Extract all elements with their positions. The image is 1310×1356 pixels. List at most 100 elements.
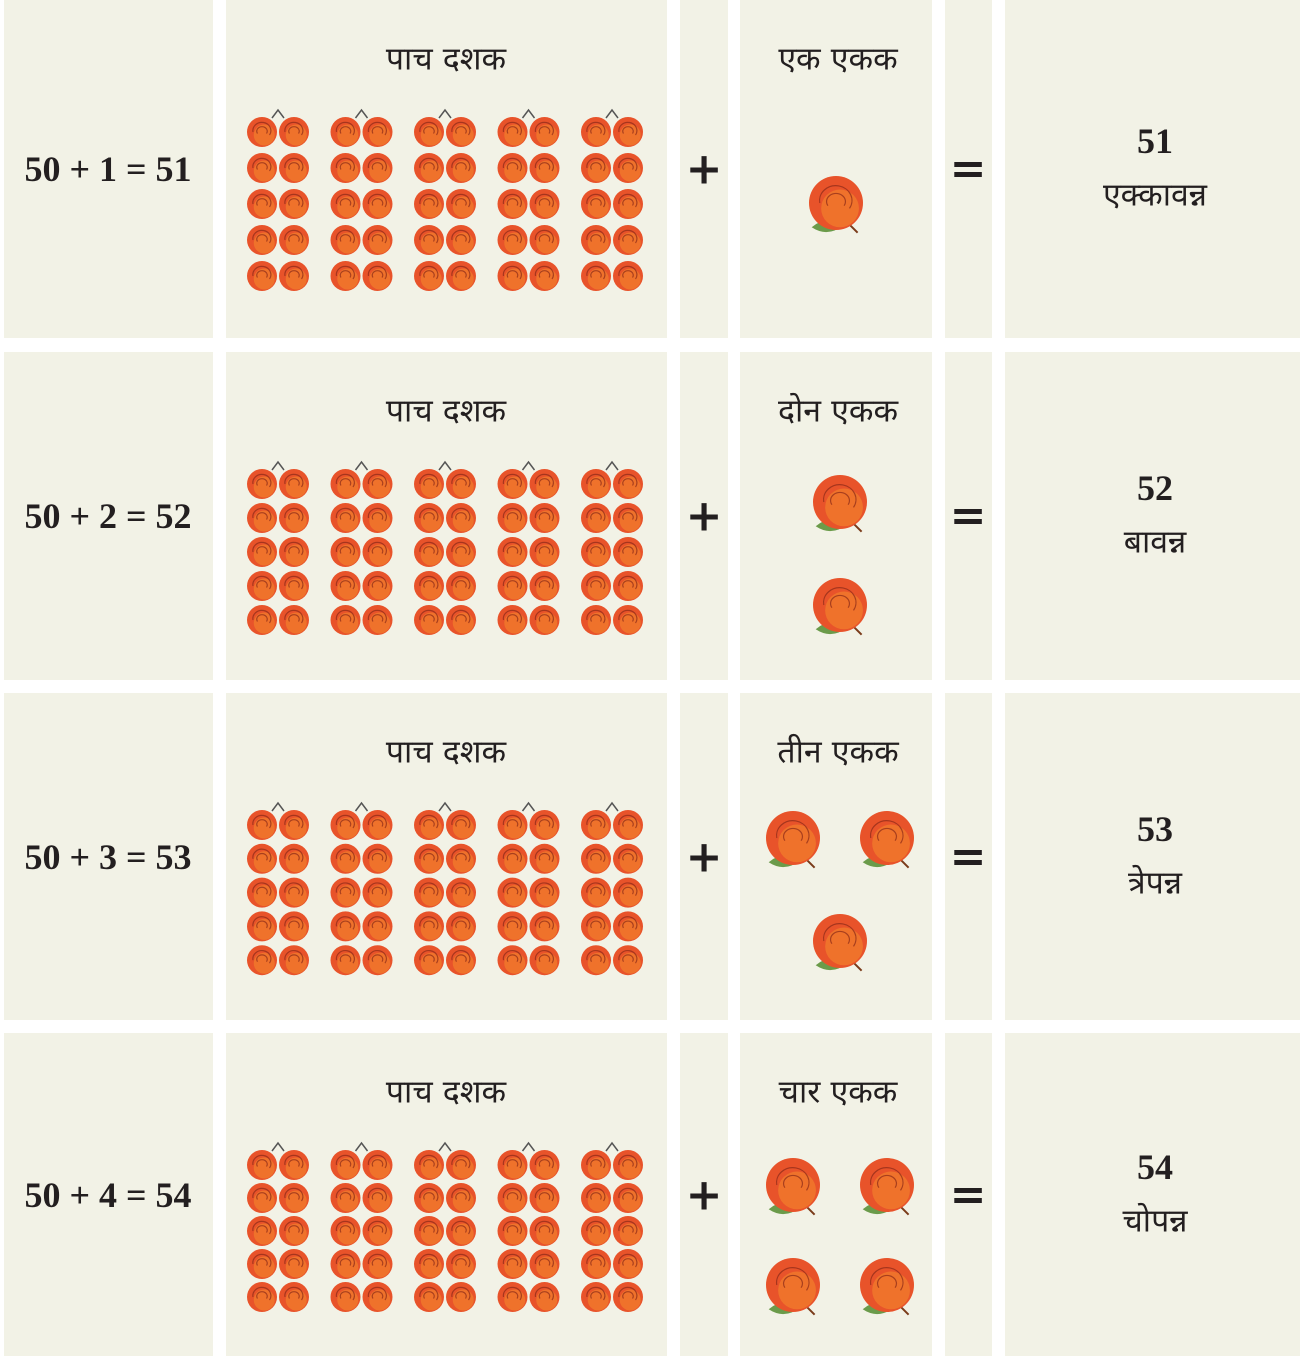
rose [414, 945, 444, 976]
rose [581, 261, 611, 291]
rose [529, 1150, 560, 1180]
rose [330, 189, 361, 219]
rose [362, 225, 393, 255]
rose [860, 1158, 914, 1216]
rose [581, 1183, 611, 1213]
rose [362, 469, 393, 499]
rose [529, 877, 560, 908]
table-cell [945, 693, 992, 1020]
rose [446, 1282, 476, 1312]
units-label: चार एकक [778, 1072, 898, 1111]
rose [247, 911, 277, 942]
rose [330, 117, 361, 147]
rose [279, 1249, 309, 1279]
table-cell [4, 693, 213, 1020]
tens-label: पाच दशक [385, 391, 507, 430]
table-cell [945, 0, 992, 338]
rose [279, 153, 309, 183]
table-cell [945, 352, 992, 680]
table-cell [945, 1033, 992, 1356]
table-cell [1005, 0, 1300, 338]
rose [330, 1216, 361, 1246]
rose [279, 1282, 309, 1312]
rose [613, 945, 643, 976]
rose [613, 1216, 643, 1246]
tens-label: पाच दशक [385, 1072, 507, 1111]
rose [247, 225, 277, 255]
rose [414, 261, 444, 291]
rose [809, 176, 863, 234]
rose [279, 1216, 309, 1246]
rose [581, 843, 611, 874]
rose [362, 945, 393, 976]
rose [497, 843, 528, 874]
number: 51 [1137, 121, 1173, 161]
rose [446, 877, 476, 908]
rose [414, 911, 444, 942]
rose [446, 571, 476, 601]
plus-sign: + [685, 1169, 723, 1220]
garland [581, 1141, 643, 1312]
table-cell [1005, 1033, 1300, 1356]
garland [247, 108, 309, 291]
number-word: चोपन्न [1122, 1201, 1188, 1239]
rose [497, 189, 528, 219]
rose [446, 503, 476, 533]
rose [247, 117, 277, 147]
rose [330, 1150, 361, 1180]
rose [279, 843, 309, 874]
rose [330, 605, 361, 635]
table-cell [4, 0, 213, 338]
rose [446, 810, 476, 840]
rose [529, 911, 560, 942]
rose [497, 469, 528, 499]
rose [362, 911, 393, 942]
rose [613, 810, 643, 840]
rose [414, 225, 444, 255]
rose [330, 503, 361, 533]
rose [414, 117, 444, 147]
garland [497, 1141, 560, 1312]
rose [613, 843, 643, 874]
rose [414, 503, 444, 533]
number-word: बावन्न [1123, 522, 1187, 561]
rose [813, 914, 867, 972]
rose [279, 261, 309, 291]
rose [613, 261, 643, 291]
rose [362, 605, 393, 635]
rose [529, 153, 560, 183]
rose [330, 911, 361, 942]
rose [247, 1216, 277, 1246]
table-cell [4, 1033, 213, 1356]
units-label: तीन एकक [777, 732, 899, 771]
equation: 50 + 2 = 52 [24, 496, 192, 536]
rose [497, 117, 528, 147]
rose [247, 189, 277, 219]
rose [613, 537, 643, 567]
rose [330, 810, 361, 840]
rose [247, 877, 277, 908]
garland [497, 801, 560, 976]
rose [529, 1183, 560, 1213]
garland [497, 108, 560, 291]
rose [613, 1183, 643, 1213]
rose [581, 1249, 611, 1279]
rose [581, 537, 611, 567]
rose [330, 537, 361, 567]
table-cell [1005, 352, 1300, 680]
equals-sign: = [949, 1169, 987, 1220]
rose [529, 503, 560, 533]
rose [529, 225, 560, 255]
rose [330, 1183, 361, 1213]
rose [330, 153, 361, 183]
rose [362, 261, 393, 291]
equals-sign: = [949, 143, 987, 195]
rose [613, 571, 643, 601]
rose [766, 811, 820, 869]
number: 54 [1137, 1146, 1173, 1187]
rose [446, 1150, 476, 1180]
rose [362, 571, 393, 601]
rose [247, 1282, 277, 1312]
rose [279, 1150, 309, 1180]
